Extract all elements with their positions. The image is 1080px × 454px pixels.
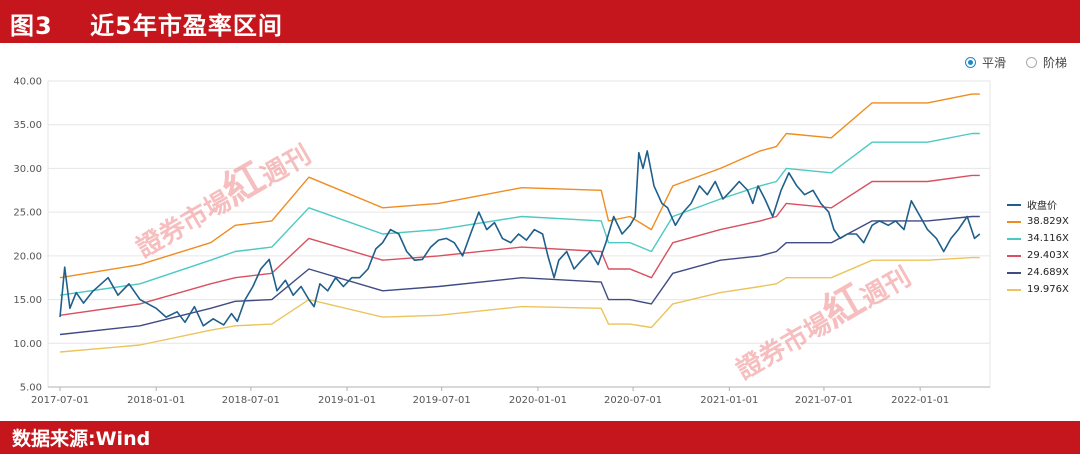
x-tick-label: 2021-07-01 bbox=[795, 395, 853, 406]
y-tick-label: 30.00 bbox=[13, 164, 42, 175]
legend-swatch bbox=[1007, 237, 1021, 240]
legend-label: 24.689X bbox=[1027, 267, 1069, 278]
legend-swatch bbox=[1007, 288, 1021, 291]
y-tick-label: 40.00 bbox=[13, 77, 42, 88]
step-toggle[interactable]: 阶梯 bbox=[1026, 54, 1067, 71]
x-tick-label: 2018-07-01 bbox=[222, 395, 280, 406]
legend-label: 19.976X bbox=[1027, 284, 1069, 295]
legend-label: 34.116X bbox=[1027, 233, 1069, 244]
radio-selected-icon[interactable] bbox=[965, 57, 976, 68]
x-tick-label: 2018-01-01 bbox=[127, 395, 185, 406]
series-line-band2 bbox=[59, 132, 980, 296]
step-label: 阶梯 bbox=[1043, 56, 1068, 70]
x-tick-label: 2019-07-01 bbox=[413, 395, 471, 406]
series-line-band1 bbox=[59, 93, 980, 279]
x-tick-label: 2017-07-01 bbox=[31, 395, 89, 406]
x-tick-label: 2019-01-01 bbox=[318, 395, 376, 406]
series-line-close bbox=[59, 150, 981, 327]
title-bar: 图3 近5年市盈率区间 bbox=[0, 0, 1080, 43]
legend-item-band3[interactable]: 29.403X bbox=[1007, 247, 1069, 264]
chart-legend: 收盘价 38.829X 34.116X 29.403X 24.689X 19.976X bbox=[1007, 196, 1069, 298]
legend-item-close[interactable]: 收盘价 bbox=[1007, 196, 1069, 213]
series-line-band5 bbox=[59, 256, 980, 353]
smooth-toggle[interactable]: 平滑 bbox=[965, 54, 1006, 71]
legend-label: 38.829X bbox=[1027, 216, 1069, 227]
y-tick-label: 15.00 bbox=[13, 295, 42, 306]
legend-item-band4[interactable]: 24.689X bbox=[1007, 264, 1069, 281]
data-source: 数据来源:Wind bbox=[12, 428, 151, 450]
x-tick-label: 2021-01-01 bbox=[700, 395, 758, 406]
y-tick-label: 10.00 bbox=[13, 339, 42, 350]
legend-item-band1[interactable]: 38.829X bbox=[1007, 213, 1069, 230]
legend-item-band5[interactable]: 19.976X bbox=[1007, 281, 1069, 298]
legend-label: 29.403X bbox=[1027, 250, 1069, 261]
y-tick-label: 5.00 bbox=[20, 383, 42, 394]
figure-title: 图3 近5年市盈率区间 bbox=[10, 12, 283, 40]
legend-swatch bbox=[1007, 220, 1021, 223]
source-bar: 数据来源:Wind bbox=[0, 421, 1080, 454]
radio-unselected-icon[interactable] bbox=[1026, 57, 1037, 68]
legend-swatch bbox=[1007, 203, 1021, 206]
smooth-label: 平滑 bbox=[982, 56, 1007, 70]
x-tick-label: 2020-01-01 bbox=[509, 395, 567, 406]
series-line-band3 bbox=[59, 174, 980, 316]
x-tick-label: 2022-01-01 bbox=[891, 395, 949, 406]
y-tick-label: 25.00 bbox=[13, 208, 42, 219]
legend-swatch bbox=[1007, 271, 1021, 274]
x-tick-label: 2020-07-01 bbox=[604, 395, 662, 406]
legend-swatch bbox=[1007, 254, 1021, 257]
y-tick-label: 20.00 bbox=[13, 251, 42, 262]
legend-item-band2[interactable]: 34.116X bbox=[1007, 230, 1069, 247]
legend-label: 收盘价 bbox=[1027, 201, 1057, 212]
y-tick-label: 35.00 bbox=[13, 120, 42, 131]
